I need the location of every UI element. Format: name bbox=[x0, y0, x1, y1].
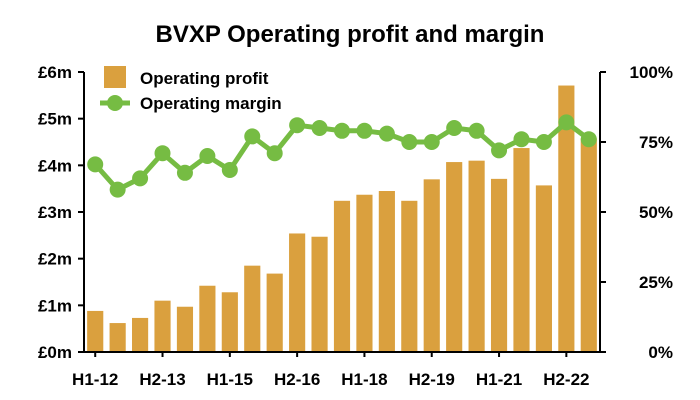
bar-h2-21 bbox=[513, 148, 530, 352]
x-tick-label: H1-15 bbox=[207, 370, 253, 389]
bar-h1-16 bbox=[266, 273, 283, 352]
margin-point-h2-16 bbox=[289, 117, 306, 134]
left-tick-label: £4m bbox=[38, 156, 72, 175]
margin-point-h2-20 bbox=[468, 122, 485, 139]
x-tick-label: H1-21 bbox=[476, 370, 522, 389]
x-tick-label: H1-12 bbox=[72, 370, 118, 389]
bar-h1-22 bbox=[535, 185, 552, 352]
legend-marker-operating-margin bbox=[107, 95, 123, 111]
right-tick-label: 50% bbox=[639, 203, 673, 222]
x-tick-label: H2-13 bbox=[139, 370, 185, 389]
margin-point-h2-18 bbox=[378, 125, 395, 142]
margin-point-h2-22 bbox=[558, 114, 575, 131]
margin-point-h1-22 bbox=[535, 134, 552, 150]
margin-point-h2-21 bbox=[513, 131, 530, 148]
bar-h2-14 bbox=[199, 285, 216, 352]
margin-point-h1-21 bbox=[491, 142, 508, 159]
margin-point-h1-15 bbox=[221, 162, 238, 178]
legend-label-operating-profit: Operating profit bbox=[140, 69, 269, 88]
margin-point-h2-19 bbox=[423, 134, 440, 150]
right-tick-label: 100% bbox=[630, 63, 673, 82]
margin-point-h1-20 bbox=[446, 120, 463, 136]
bar-h1-15 bbox=[221, 292, 238, 352]
left-tick-label: £1m bbox=[38, 296, 72, 315]
margin-point-h1-19 bbox=[401, 134, 418, 150]
chart-title: BVXP Operating profit and margin bbox=[156, 21, 545, 48]
x-tick-label: H2-19 bbox=[409, 370, 455, 389]
right-tick-label: 0% bbox=[648, 343, 673, 362]
bar-h1-19 bbox=[401, 200, 418, 352]
bar-h1-17 bbox=[311, 236, 328, 352]
margin-point-h1-14 bbox=[176, 164, 193, 181]
margin-point-h1-23 bbox=[580, 131, 597, 148]
bar-h2-12 bbox=[109, 323, 126, 352]
right-tick-label: 75% bbox=[639, 133, 673, 152]
legend: Operating profit Operating margin bbox=[100, 66, 282, 113]
bar-h2-15 bbox=[244, 265, 261, 352]
margin-point-h1-13 bbox=[132, 170, 149, 187]
x-tick-label: H2-22 bbox=[543, 370, 589, 389]
bar-h2-18 bbox=[378, 191, 395, 352]
bar-h2-19 bbox=[423, 179, 440, 352]
margin-point-h2-15 bbox=[244, 128, 261, 145]
bar-h2-20 bbox=[468, 160, 485, 352]
right-tick-label: 25% bbox=[639, 273, 673, 292]
margin-point-h1-17 bbox=[311, 120, 328, 136]
x-tick-label: H2-16 bbox=[274, 370, 320, 389]
margin-point-h2-17 bbox=[334, 122, 350, 139]
bar-h2-13 bbox=[154, 300, 171, 352]
bar-h2-22 bbox=[558, 85, 575, 353]
left-tick-label: £3m bbox=[38, 203, 72, 222]
bar-h1-21 bbox=[490, 178, 508, 352]
bar-h1-18 bbox=[356, 194, 373, 352]
margin-point-h1-18 bbox=[356, 122, 373, 139]
legend-label-operating-margin: Operating margin bbox=[140, 94, 282, 113]
bar-h1-12 bbox=[87, 310, 104, 352]
left-axis-ticks: £0m £1m £2m £3m £4m £5m £6m bbox=[38, 63, 84, 362]
x-axis-ticks: H1-12 H2-13 H1-15 H2-16 H1-18 H2-19 H1-21 H2-22 bbox=[72, 352, 590, 389]
left-tick-label: £2m bbox=[38, 250, 72, 269]
left-tick-label: £0m bbox=[38, 343, 72, 362]
bar-h1-23 bbox=[580, 138, 597, 352]
bar-h1-20 bbox=[446, 162, 463, 352]
margin-point-h1-12 bbox=[87, 156, 104, 173]
right-axis-ticks: 0% 25% 50% 75% 100% bbox=[600, 63, 673, 362]
bar-h1-14 bbox=[176, 306, 194, 352]
margin-point-h2-12 bbox=[109, 181, 126, 198]
legend-swatch-operating-profit bbox=[104, 66, 126, 88]
margin-point-h1-16 bbox=[266, 145, 283, 162]
margin-point-h2-13 bbox=[154, 145, 171, 162]
line-layer bbox=[87, 114, 597, 198]
left-tick-label: £6m bbox=[38, 63, 72, 82]
bar-h2-16 bbox=[289, 233, 306, 352]
bar-h1-13 bbox=[132, 317, 149, 352]
bar-h2-17 bbox=[333, 200, 351, 352]
left-tick-label: £5m bbox=[38, 110, 72, 129]
bars-layer bbox=[87, 85, 597, 353]
x-tick-label: H1-18 bbox=[341, 370, 387, 389]
margin-point-h2-14 bbox=[199, 148, 216, 164]
